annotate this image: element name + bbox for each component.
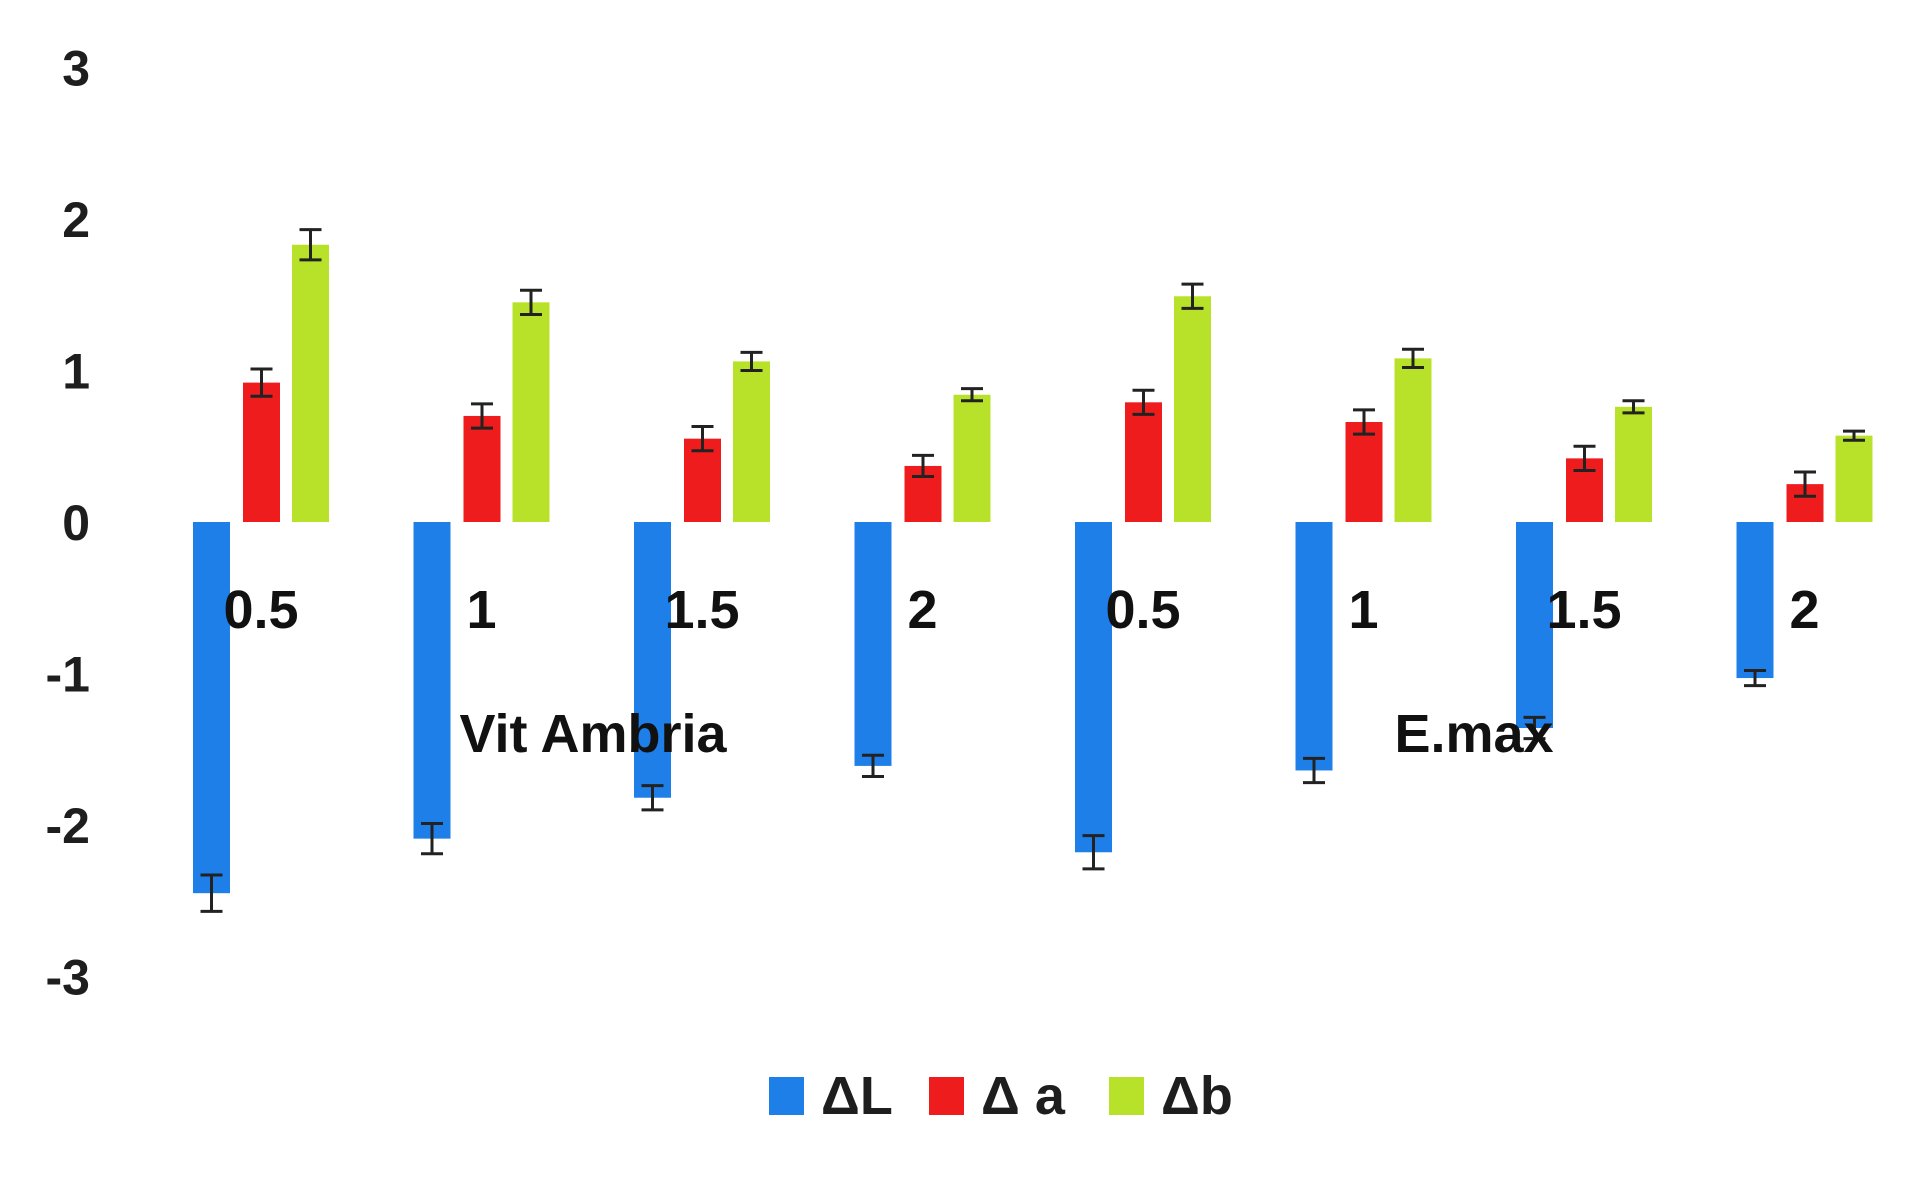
error-bar [961,387,983,403]
y-axis-tick-labels: -3 -2 -1 0 1 2 3 [46,41,90,1006]
group-label: Vit Ambria [459,704,727,764]
category-label: 1 [466,580,496,640]
category-label: 0.5 [223,580,298,640]
category-labels: 0.5 1 1.5 2 0.5 1 1.5 2 [223,580,1819,640]
category-label: 1.5 [664,580,739,640]
y-tick-label: -1 [46,647,90,703]
error-bar [862,753,884,779]
bar [413,522,451,839]
error-bar [1573,444,1596,472]
category-label: 2 [1789,580,1819,640]
group-label: E.max [1394,704,1553,764]
bar [292,244,329,522]
bar [854,522,892,766]
bar [1125,402,1162,522]
category-label: 1 [1348,580,1378,640]
error-bar [1132,388,1155,416]
y-tick-label: 3 [62,41,90,97]
bar [733,361,770,522]
bar [512,302,550,522]
y-tick-label: 2 [62,192,90,248]
bar [1615,406,1652,522]
error-bar [520,288,542,316]
bar [953,394,991,522]
error-bar [641,784,664,812]
error-bar [740,350,763,372]
y-tick-label: 1 [62,344,90,400]
bar [634,522,671,798]
error-bar [912,453,934,479]
legend-item: Δb [1109,1066,1233,1126]
bars [193,244,1873,894]
legend-swatch [769,1077,804,1115]
error-bar [1181,282,1204,310]
category-label: 1.5 [1546,580,1621,640]
legend-label: ΔL [821,1066,893,1126]
y-tick-label: 0 [62,495,90,551]
legend: ΔL Δ a Δb [769,1066,1233,1126]
legend-label: Δb [1161,1066,1233,1126]
error-bar [250,367,273,398]
bar [684,438,721,522]
bar [1075,522,1112,853]
group-labels: Vit Ambria E.max [459,704,1553,764]
category-label: 2 [907,580,937,640]
bar [1295,522,1333,771]
legend-item: Δ a [929,1066,1066,1126]
error-bar [299,228,322,262]
error-bar [1744,668,1766,688]
bar [1174,296,1211,522]
bar [243,382,280,522]
legend-item: ΔL [769,1066,893,1126]
legend-swatch [929,1077,964,1115]
error-bar [1402,347,1424,369]
error-bar [1353,408,1375,436]
legend-label: Δ a [981,1066,1066,1126]
error-bar [1843,429,1865,442]
bar [1345,422,1383,522]
bar [193,522,230,894]
error-bar [1523,715,1546,741]
error-bar [1622,399,1645,415]
error-bar [421,821,443,856]
error-bar [691,425,714,453]
legend-swatch [1109,1077,1144,1115]
category-label: 0.5 [1105,580,1180,640]
bar [1736,522,1774,679]
y-tick-label: -2 [46,798,90,854]
error-bar [1794,470,1816,498]
error-bar [1082,834,1105,871]
error-bar [200,873,223,913]
y-tick-label: -3 [46,950,90,1006]
error-bar [1303,756,1325,785]
bar [1516,522,1553,729]
error-bar [471,402,493,430]
bar [1394,358,1432,522]
bar [1835,435,1873,522]
bar [463,415,501,522]
error-bars [200,228,1865,913]
